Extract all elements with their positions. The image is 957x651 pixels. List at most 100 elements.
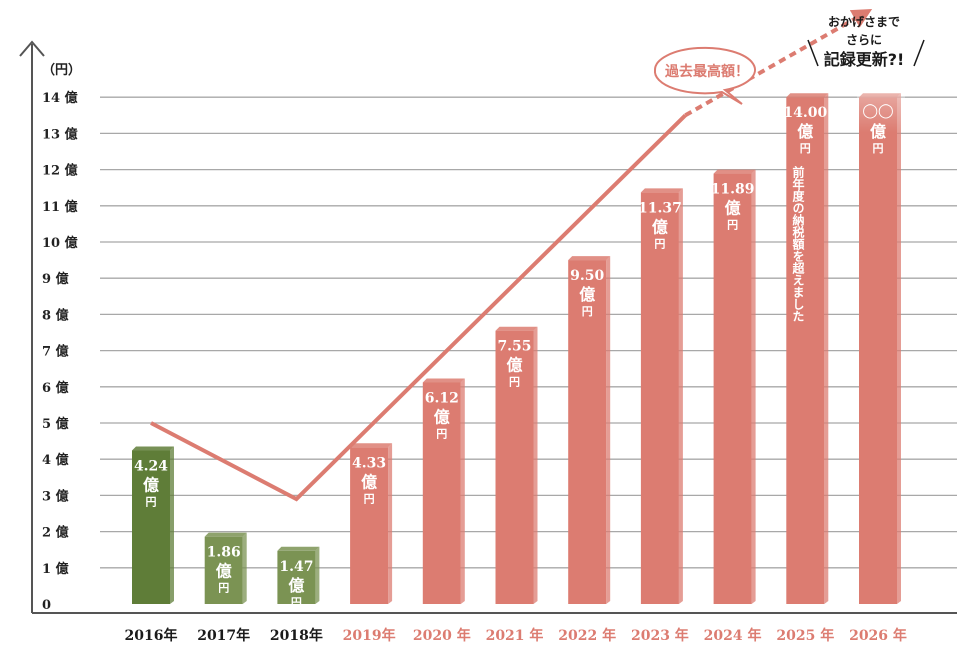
x-tick-label: 2026 年 <box>849 627 907 644</box>
record-bubble: 過去最高額！ <box>653 46 756 105</box>
bar-top <box>350 443 393 448</box>
bar-side <box>388 443 393 604</box>
bar-yen-label: 円 <box>509 376 520 389</box>
y-tick-label: 9 億 <box>42 271 69 287</box>
bar <box>859 97 897 604</box>
bar-top <box>495 326 538 331</box>
x-tick-labels: 2016年 2017年 2018年 2019年 2020 年 2021 年 2022 年 20… <box>125 627 907 644</box>
bar-side <box>242 532 247 604</box>
bar-top <box>277 546 320 551</box>
bar-top <box>640 188 683 193</box>
bar-yen-label: 円 <box>218 582 229 595</box>
x-tick-label: 2025 年 <box>776 627 834 644</box>
y-axis-unit-label: （円） <box>42 62 81 78</box>
bar-top <box>422 378 465 383</box>
bar <box>568 260 607 604</box>
bar <box>204 536 243 604</box>
bar-yen-label: 円 <box>800 142 811 155</box>
bar <box>277 550 316 604</box>
y-tick-labels: 0 1 億 2 億 3 億 4 億 5 億 6 億 7 億 8 億 9 億 10 億 11 億 12 億… <box>42 90 78 613</box>
bar <box>640 192 679 604</box>
bar-side <box>315 546 320 604</box>
x-tick-label: 2019年 <box>343 627 396 644</box>
bar-value-label: 1.86 <box>207 545 241 561</box>
bar-2026年: ◯◯ 億円 <box>857 17 905 604</box>
y-tick-label: 4 億 <box>42 452 69 468</box>
bar-oku-label: 億 <box>725 199 741 218</box>
y-tick-label: 8 億 <box>42 307 69 323</box>
bar-top <box>204 532 247 537</box>
bar-oku-label: 億 <box>288 576 304 595</box>
y-tick-label: 12 億 <box>42 163 78 179</box>
trend-line <box>150 8 873 502</box>
bar-value-label: 11.89 <box>711 182 755 198</box>
bar-yen-label: 円 <box>146 496 157 509</box>
bar-side <box>170 446 174 604</box>
bar <box>786 97 825 604</box>
bar-value-label: 7.55 <box>497 339 531 355</box>
y-tick-label: 6 億 <box>42 380 69 396</box>
x-tick-label: 2017年 <box>197 627 250 644</box>
x-tick-label: 2021 年 <box>486 627 544 644</box>
y-tick-label: 14 億 <box>42 90 78 106</box>
bubble-shape <box>653 46 756 105</box>
y-tick-label: 1 億 <box>42 561 69 577</box>
bar-oku-label: 億 <box>361 472 377 491</box>
y-tick-label: 5 億 <box>42 416 69 432</box>
bar-oku-label: 億 <box>579 285 595 304</box>
x-tick-label: 2018年 <box>270 627 323 644</box>
bar-oku-label: 億 <box>216 562 232 581</box>
bubble-text: 過去最高額！ <box>664 63 749 80</box>
bar-value-label: 14.00 <box>783 105 827 121</box>
bar <box>713 173 752 604</box>
y-tick-label: 0 <box>42 598 51 613</box>
bar-2025-vertical-note: 前年度の納税額を超えました <box>791 165 805 322</box>
bar-yen-label: 円 <box>291 596 302 609</box>
bar-value-label: 9.50 <box>570 268 604 284</box>
x-tick-label: 2024 年 <box>704 627 762 644</box>
bar-yen-label: 円 <box>873 142 884 155</box>
bar-top <box>132 446 174 451</box>
bar-yen-label: 円 <box>727 219 738 232</box>
bar-side <box>606 256 611 604</box>
bar-top <box>786 93 829 98</box>
bar <box>422 382 461 604</box>
bar <box>350 447 389 604</box>
y-tick-label: 11 億 <box>42 199 78 215</box>
bar <box>495 330 534 604</box>
x-tick-label: 2023 年 <box>631 627 689 644</box>
x-tick-label: 2016年 <box>125 627 178 644</box>
bar-oku-label: 億 <box>434 407 450 426</box>
bar-yen-label: 円 <box>582 305 593 318</box>
bar-oku-label: 億 <box>506 356 522 375</box>
top-note-line-2: さらに <box>846 33 882 47</box>
bar-oku-label: 億 <box>652 217 668 236</box>
bar-value-label: ◯◯ <box>862 103 893 119</box>
bar-oku-label: 億 <box>870 122 886 141</box>
bar-value-label: 1.47 <box>279 559 313 575</box>
y-tick-label: 13 億 <box>42 126 78 142</box>
top-note: おかげさまで さらに 記録更新?! <box>807 14 925 69</box>
y-axis-arrow <box>19 40 45 57</box>
bar-yen-label: 円 <box>654 237 665 250</box>
bar-side <box>897 93 901 604</box>
top-note-slash-right <box>913 39 925 67</box>
top-note-line-1: おかげさまで <box>828 14 900 29</box>
bar-side <box>751 169 756 604</box>
bar-yen-label: 円 <box>436 427 447 440</box>
bar-fade <box>857 17 905 133</box>
bar-side <box>460 378 465 604</box>
x-tick-label: 2020 年 <box>413 627 471 644</box>
bar-side <box>533 326 538 604</box>
bar-value-label: 4.33 <box>352 455 386 471</box>
bar-top <box>713 169 756 174</box>
bar-oku-label: 億 <box>143 476 159 495</box>
